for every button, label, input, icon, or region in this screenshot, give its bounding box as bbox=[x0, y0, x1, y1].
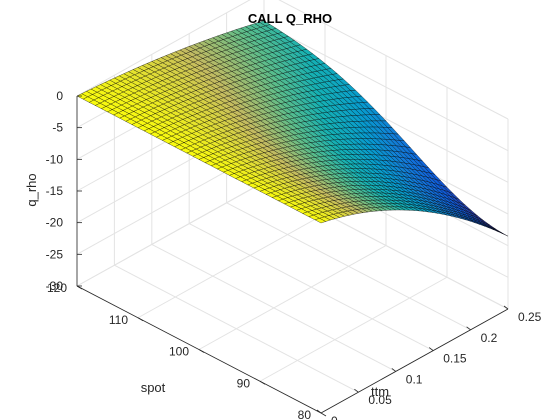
spot-tick-label: 110 bbox=[109, 313, 128, 327]
tick-labels: 0 -5 -10 -15 -20 -25 -30 80 90 100 110 120 0 0.05 0.1 0… bbox=[46, 89, 542, 420]
spot-tick-label: 80 bbox=[298, 408, 312, 420]
x-axis-label: ttm bbox=[371, 384, 389, 399]
chart-title: CALL Q_RHO bbox=[248, 11, 332, 26]
floor-grid-line bbox=[137, 213, 326, 319]
spot-tick-mark bbox=[320, 412, 327, 417]
y-axis-label: spot bbox=[141, 380, 166, 395]
z-axis-label: q_rho bbox=[24, 173, 39, 206]
ttm-tick-label: 0.1 bbox=[406, 372, 423, 386]
ttm-tick-mark bbox=[428, 347, 434, 351]
z-tick-label: -15 bbox=[46, 184, 64, 198]
spot-tick-label: 100 bbox=[169, 345, 189, 359]
z-tick-label: 0 bbox=[56, 89, 63, 103]
spot-tick-mark bbox=[76, 285, 83, 290]
ttm-axis-line bbox=[320, 308, 509, 414]
ttm-tick-label: 0.25 bbox=[518, 310, 542, 324]
floor-grid-line bbox=[259, 276, 448, 382]
ttm-tick-label: 0 bbox=[331, 414, 338, 420]
spot-tick-mark bbox=[198, 349, 205, 353]
back-wall-grid-line bbox=[76, 181, 265, 287]
z-tick-label: -20 bbox=[46, 216, 64, 230]
z-tick-label: -5 bbox=[52, 121, 63, 135]
ttm-tick-label: 0.15 bbox=[443, 352, 467, 366]
spot-tick-label: 120 bbox=[47, 281, 67, 295]
ttm-tick-mark bbox=[391, 368, 397, 372]
z-tick-label: -10 bbox=[46, 152, 64, 166]
side-wall-grid-line bbox=[278, 0, 509, 120]
back-wall-grid-line bbox=[76, 0, 251, 97]
ttm-tick-mark bbox=[354, 388, 359, 393]
spot-tick-label: 90 bbox=[237, 376, 251, 390]
floor-grid-line bbox=[198, 245, 387, 350]
surface-patch bbox=[314, 218, 327, 224]
ttm-tick-mark bbox=[316, 409, 322, 414]
ttm-tick-mark bbox=[466, 326, 471, 331]
ttm-tick-label: 0.05 bbox=[368, 393, 392, 407]
ttm-tick-label: 0.2 bbox=[481, 331, 498, 345]
ttm-tick-mark bbox=[503, 305, 509, 310]
spot-tick-mark bbox=[259, 380, 266, 385]
z-tick-label: -25 bbox=[46, 247, 64, 261]
surface-mesh bbox=[76, 20, 509, 237]
side-wall-grid-line bbox=[263, 23, 509, 152]
z-tick-label: -30 bbox=[46, 279, 64, 293]
spot-tick-mark bbox=[137, 317, 144, 322]
